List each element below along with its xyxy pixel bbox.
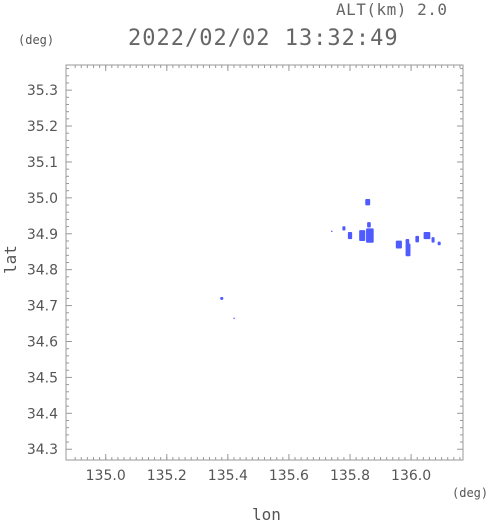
y-tick-label: 34.9 bbox=[27, 227, 58, 243]
echo-cell bbox=[367, 222, 371, 228]
echo-cell bbox=[437, 241, 441, 246]
y-tick-label: 35.3 bbox=[27, 83, 58, 99]
echo-cell bbox=[331, 230, 333, 233]
echo-cell bbox=[405, 238, 410, 245]
y-tick-label: 34.6 bbox=[27, 335, 58, 351]
x-axis-label: lon bbox=[252, 505, 281, 524]
y-tick-label: 35.0 bbox=[27, 191, 58, 207]
y-tick-label: 34.7 bbox=[27, 299, 58, 315]
x-tick-label: 135.6 bbox=[269, 468, 309, 484]
echo-cell bbox=[405, 243, 411, 257]
y-tick-label: 34.5 bbox=[27, 370, 58, 386]
y-tick-label: 35.2 bbox=[27, 119, 58, 135]
plot-frame bbox=[65, 64, 464, 461]
timestamp-title: 2022/02/02 13:32:49 bbox=[128, 26, 399, 51]
echo-cell bbox=[423, 231, 431, 240]
echo-cell bbox=[431, 237, 435, 243]
y-tick-label: 34.3 bbox=[27, 442, 58, 458]
echo-cell bbox=[366, 228, 374, 243]
x-tick-label: 135.4 bbox=[208, 468, 248, 484]
x-tick-label: 135.8 bbox=[330, 468, 370, 484]
y-unit-label: (deg) bbox=[18, 33, 55, 47]
x-tick-label: 135.0 bbox=[86, 468, 126, 484]
altitude-label: ALT(km) 2.0 bbox=[336, 0, 448, 19]
echo-cells bbox=[220, 198, 441, 319]
y-tick-label: 35.1 bbox=[27, 155, 58, 171]
echo-cell bbox=[220, 296, 224, 300]
echo-cell bbox=[347, 231, 353, 240]
echo-cell bbox=[233, 317, 235, 319]
axis-ticks: 34.3 34.4 34.5 34.6 34.7 34.8 34.9 35.0 35.1 35.2… bbox=[27, 65, 463, 484]
x-unit-label: (deg) bbox=[452, 486, 489, 500]
echo-cell bbox=[342, 226, 346, 231]
echo-cell bbox=[415, 235, 420, 243]
y-tick-label: 34.8 bbox=[27, 263, 58, 279]
x-tick-label: 136.0 bbox=[391, 468, 431, 484]
echo-cell bbox=[359, 230, 366, 241]
echo-cell bbox=[365, 198, 371, 206]
x-tick-label: 135.2 bbox=[147, 468, 187, 484]
echo-cell bbox=[395, 240, 402, 249]
y-tick-label: 34.4 bbox=[27, 406, 58, 422]
